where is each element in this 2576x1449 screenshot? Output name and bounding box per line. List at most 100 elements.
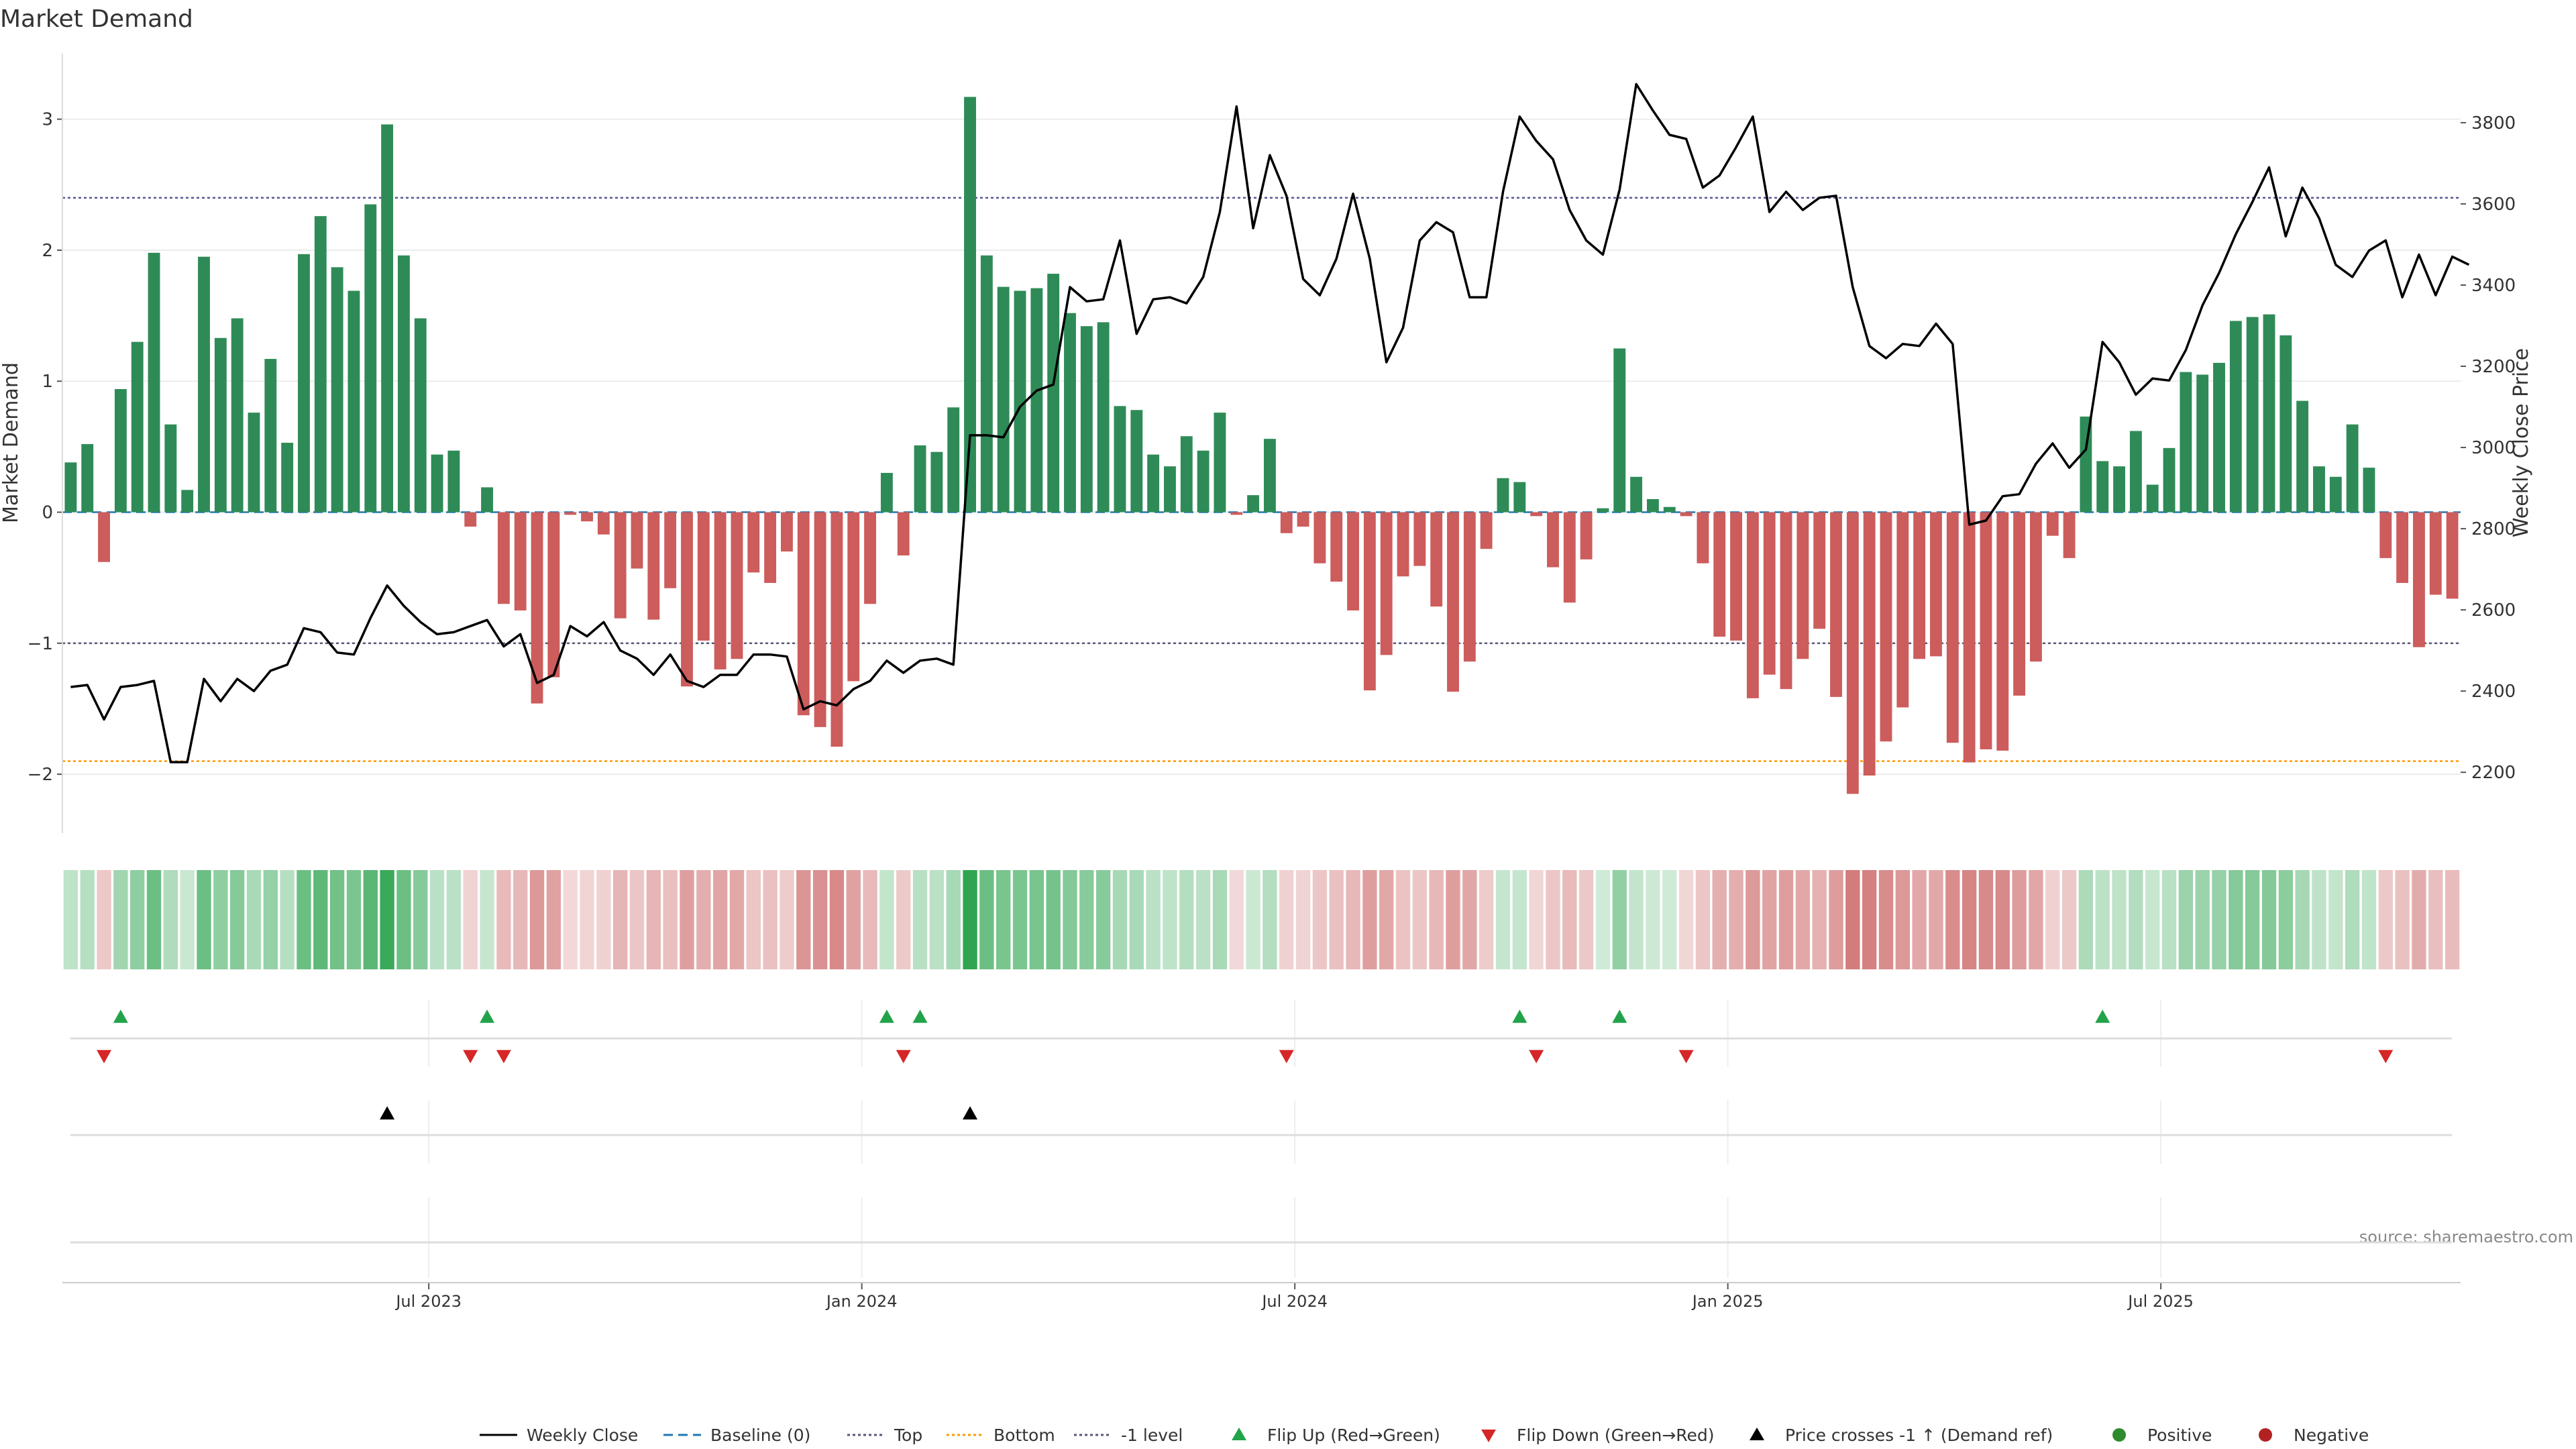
- heat-cell: [230, 870, 245, 969]
- heat-cell: [680, 870, 694, 969]
- demand-bar: [198, 256, 210, 513]
- demand-bar: [2412, 512, 2425, 647]
- heat-cell: [1229, 870, 1244, 969]
- heat-cell: [429, 870, 445, 969]
- flip-up-marker: [113, 1010, 128, 1023]
- demand-bar: [231, 318, 244, 513]
- heat-cell: [2012, 870, 2027, 969]
- demand-bar: [1214, 413, 1226, 513]
- x-tick-label: Jan 2024: [825, 1292, 898, 1311]
- heat-cell: [1995, 870, 2010, 969]
- demand-bar: [880, 472, 893, 513]
- heat-cell: [1063, 870, 1077, 969]
- flip-down-marker: [1279, 1050, 1294, 1063]
- demand-bar: [1147, 454, 1160, 513]
- x-tick-label: Jul 2023: [394, 1292, 462, 1311]
- demand-bar: [1330, 512, 1343, 582]
- x-tick-label: Jul 2025: [2127, 1292, 2194, 1311]
- demand-bar: [164, 424, 177, 513]
- demand-bar: [2213, 362, 2225, 513]
- demand-bar: [2379, 512, 2392, 558]
- heat-cell: [113, 870, 128, 969]
- heat-cell: [2312, 870, 2326, 969]
- axes: 3 2 1 0 −1 −2 3800 3600 3400 3200 3000 2800 2600 2400…: [28, 54, 2516, 1311]
- demand-bar: [214, 337, 227, 513]
- demand-bar: [964, 97, 976, 513]
- heat-cell: [1578, 870, 1594, 969]
- heat-cell: [2229, 870, 2243, 969]
- y-tick-label: 3: [42, 110, 53, 130]
- legend-item: Baseline (0): [663, 1426, 810, 1445]
- demand-bar: [148, 252, 160, 513]
- demand-bar: [464, 512, 477, 527]
- heat-cell: [413, 870, 428, 969]
- heat-cell: [646, 870, 661, 969]
- heat-cell: [2245, 870, 2260, 969]
- price-cross-marker: [380, 1106, 395, 1120]
- legend-negative-icon: [2259, 1428, 2272, 1442]
- demand-bar: [2229, 321, 2242, 513]
- heat-cell: [446, 870, 462, 969]
- heat-cell: [2345, 870, 2360, 969]
- legend-item: Positive: [2112, 1426, 2212, 1445]
- demand-bar: [1513, 482, 1526, 513]
- demand-heat-strip: [63, 870, 2460, 969]
- demand-bar: [1263, 439, 1276, 513]
- heat-cell: [246, 870, 262, 969]
- heat-cell: [2078, 870, 2094, 969]
- heat-cell: [1562, 870, 1577, 969]
- heat-cell: [2261, 870, 2277, 969]
- heat-cell: [2161, 870, 2177, 969]
- heat-cell: [746, 870, 761, 969]
- heat-cell: [1746, 870, 1760, 969]
- y2-tick-label: 3800: [2471, 113, 2516, 133]
- heat-cell: [780, 870, 794, 969]
- heat-cell: [1629, 870, 1644, 969]
- heat-cell: [1112, 870, 1128, 969]
- demand-bar: [2096, 461, 2109, 513]
- heat-cell: [2045, 870, 2060, 969]
- demand-bar: [1297, 512, 1309, 527]
- demand-bar: [2446, 512, 2459, 599]
- heat-cell: [1862, 870, 1877, 969]
- heat-cell: [1845, 870, 1860, 969]
- demand-bar: [1913, 512, 1926, 659]
- demand-bar: [564, 512, 577, 515]
- heat-cell: [563, 870, 578, 969]
- legend-label: -1 level: [1121, 1426, 1183, 1445]
- demand-bar: [581, 512, 593, 522]
- heat-cell: [496, 870, 511, 969]
- demand-bar: [864, 512, 877, 604]
- demand-bar: [1996, 512, 2009, 751]
- heat-cell: [1829, 870, 1843, 969]
- heat-cell: [1329, 870, 1344, 969]
- heat-cell: [80, 870, 95, 969]
- demand-bar: [514, 512, 527, 610]
- heat-cell: [1029, 870, 1044, 969]
- demand-bar: [2363, 468, 2375, 513]
- demand-bar: [731, 512, 743, 659]
- demand-bar: [814, 512, 826, 727]
- heat-cell: [2212, 870, 2226, 969]
- heat-cell: [1912, 870, 1927, 969]
- heat-cell: [1362, 870, 1377, 969]
- demand-bar: [897, 512, 910, 555]
- y2-axis-label: Weekly Close Price: [2510, 348, 2533, 537]
- heat-cell: [1129, 870, 1144, 969]
- heat-cell: [1212, 870, 1228, 969]
- heat-cell: [1446, 870, 1460, 969]
- heat-cell: [1263, 870, 1277, 969]
- demand-bar: [647, 512, 660, 620]
- flip-down-marker: [97, 1050, 112, 1063]
- heat-cell: [629, 870, 645, 969]
- demand-bar: [1796, 512, 1809, 659]
- y2-tick-label: 2400: [2471, 682, 2516, 702]
- demand-bar: [1347, 512, 1359, 610]
- demand-bar: [1397, 512, 1409, 577]
- demand-bar: [1563, 512, 1576, 603]
- demand-bar: [1313, 512, 1326, 564]
- heat-cell: [613, 870, 628, 969]
- demand-bar: [298, 254, 310, 513]
- heat-cell: [97, 870, 111, 969]
- demand-bar: [347, 290, 360, 513]
